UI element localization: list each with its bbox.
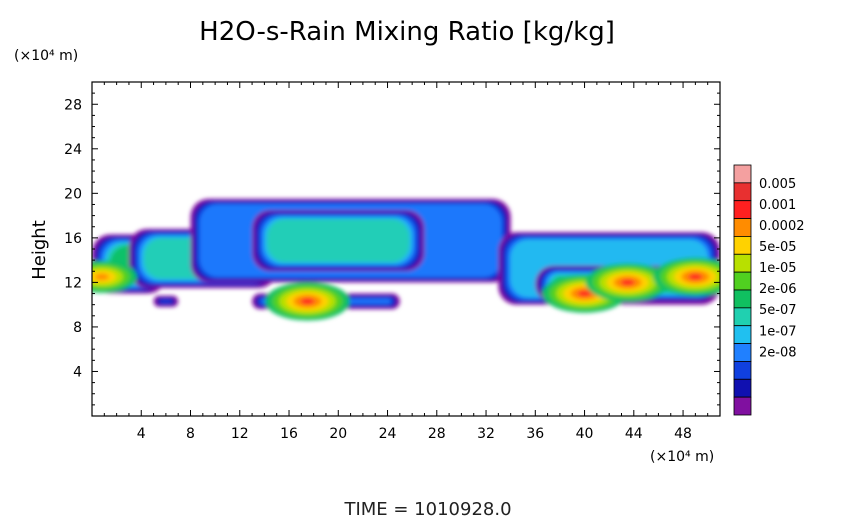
x-ticks: 4 8 12 16 20 24 28 32 36 40 44 48 (103, 82, 709, 442)
x-tick-label: 40 (576, 426, 594, 442)
y-tick-label: 24 (64, 142, 82, 158)
y-tick-label: 16 (64, 231, 82, 247)
legend-swatch (733, 361, 752, 380)
color-legend: 0.005 0.001 0.0002 5e-05 1e-05 2e-06 5e-07 1e-0… (733, 164, 805, 416)
legend-label: 5e-07 (759, 303, 797, 318)
x-tick-label: 32 (477, 426, 495, 442)
legend-swatch (733, 378, 752, 398)
legend-swatch (733, 343, 752, 362)
chart-title: H2O-s-Rain Mixing Ratio [kg/kg] (199, 17, 615, 47)
y-tick-label: 12 (64, 275, 82, 291)
y-ticks: 4 8 12 16 20 24 28 (64, 92, 720, 406)
x-tick-label: 12 (231, 426, 249, 442)
y-tick-label: 4 (73, 364, 82, 380)
y-tick-label: 28 (64, 97, 82, 113)
legend-swatch (733, 182, 752, 202)
y-tick-label: 20 (64, 186, 82, 202)
field-core-0-level-10 (94, 273, 109, 281)
x-tick-label: 8 (186, 426, 195, 442)
legend-swatch (733, 396, 752, 416)
legend-swatch (733, 325, 752, 344)
x-tick-label: 28 (428, 426, 446, 442)
x-tick-label: 16 (280, 426, 298, 442)
legend-swatch (733, 307, 752, 327)
x-unit-label: (×10⁴ m) (650, 449, 714, 465)
time-footer: TIME = 1010928.0 (343, 499, 511, 519)
x-tick-label: 20 (329, 426, 347, 442)
x-tick-label: 4 (137, 426, 146, 442)
y-unit-label: (×10⁴ m) (14, 48, 78, 64)
legend-label: 0.005 (759, 177, 796, 192)
contour-field (92, 198, 720, 321)
legend-swatch (733, 218, 752, 237)
y-axis-label: Height (29, 220, 50, 280)
legend-label: 1e-05 (759, 261, 797, 276)
legend-label: 5e-05 (759, 240, 797, 255)
x-tick-label: 44 (625, 426, 643, 442)
legend-swatch (733, 253, 752, 273)
field-core-4-level-11 (688, 273, 703, 281)
x-tick-label: 24 (379, 426, 397, 442)
x-tick-label: 36 (526, 426, 544, 442)
legend-swatch (733, 271, 752, 291)
legend-label: 2e-06 (759, 282, 797, 297)
field-core-3-level-11 (620, 279, 635, 286)
legend-label: 1e-07 (759, 324, 797, 339)
x-tick-label: 48 (674, 426, 692, 442)
legend-swatch (733, 164, 752, 184)
y-tick-label: 8 (73, 320, 82, 336)
field-core-1-level-11 (300, 298, 315, 305)
field-band-3-level-5 (267, 219, 410, 263)
field-core-2-level-11 (577, 290, 592, 297)
legend-label: 0.0002 (759, 219, 805, 234)
legend-swatch (733, 289, 752, 309)
legend-label: 0.001 (759, 198, 796, 213)
legend-label: 2e-08 (759, 345, 797, 360)
legend-swatch (733, 200, 752, 219)
legend-swatch (733, 236, 752, 255)
field-band-7-level-2 (159, 299, 173, 304)
